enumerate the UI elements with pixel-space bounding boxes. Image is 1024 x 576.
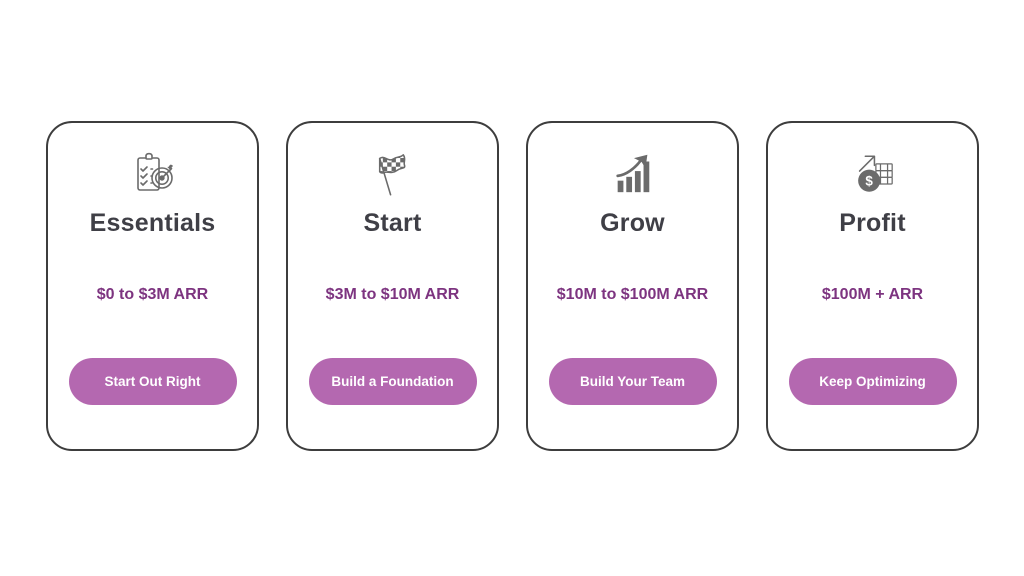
svg-text:$: $ xyxy=(865,173,873,188)
